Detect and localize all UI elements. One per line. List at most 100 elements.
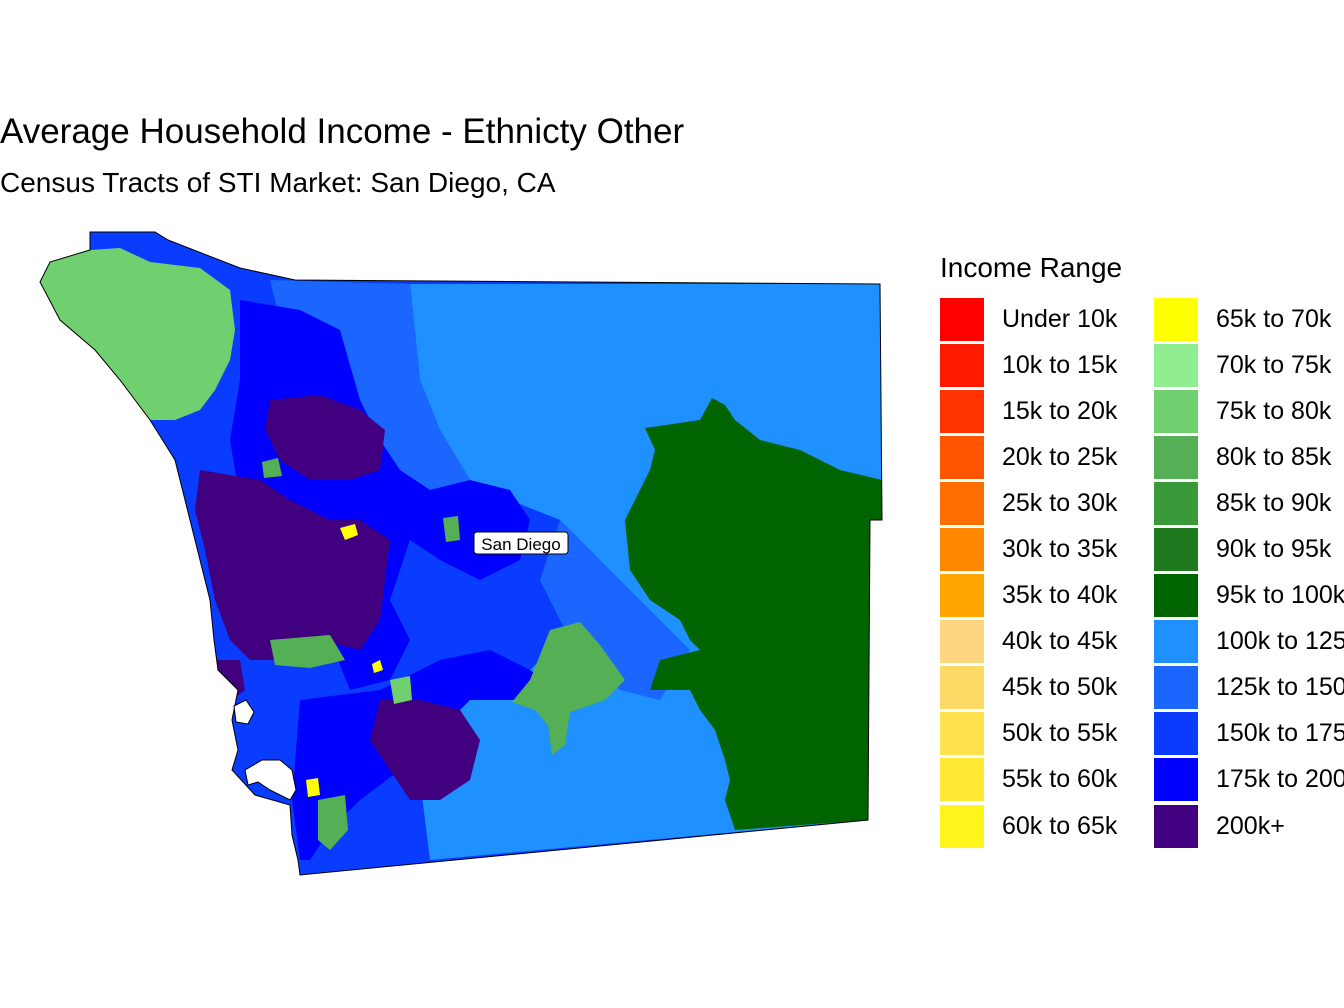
legend-swatch bbox=[1154, 758, 1198, 802]
legend: Income Range Under 10k 10k to 15k 15k to 2… bbox=[940, 252, 1344, 849]
legend-item: 65k to 70k bbox=[1154, 296, 1344, 342]
legend-item: 70k to 75k bbox=[1154, 342, 1344, 388]
legend-swatch bbox=[1154, 712, 1198, 756]
legend-columns: Under 10k 10k to 15k 15k to 20k 20k to 25k 2… bbox=[940, 296, 1344, 849]
legend-swatch bbox=[1154, 620, 1198, 664]
legend-swatch bbox=[940, 804, 984, 848]
legend-swatch bbox=[1154, 297, 1198, 341]
region-yellow-a bbox=[340, 524, 358, 540]
legend-swatch bbox=[1154, 528, 1198, 572]
legend-swatch bbox=[940, 435, 984, 479]
legend-label: 65k to 70k bbox=[1216, 304, 1332, 333]
city-label: San Diego bbox=[481, 535, 560, 554]
legend-item: Under 10k bbox=[940, 296, 1138, 342]
legend-label: Under 10k bbox=[1002, 304, 1118, 333]
legend-item: 50k to 55k bbox=[940, 711, 1138, 757]
region-camp-pendleton bbox=[40, 248, 235, 420]
region-purple-rsf bbox=[195, 470, 390, 660]
region-yellow-c bbox=[306, 778, 320, 797]
legend-label: 15k to 20k bbox=[1002, 396, 1118, 425]
legend-label: 95k to 100k bbox=[1216, 581, 1344, 610]
legend-label: 90k to 95k bbox=[1216, 535, 1332, 564]
legend-item: 100k to 125k bbox=[1154, 619, 1344, 665]
legend-item: 15k to 20k bbox=[940, 388, 1138, 434]
legend-item: 45k to 50k bbox=[940, 665, 1138, 711]
legend-label: 70k to 75k bbox=[1216, 350, 1332, 379]
legend-label: 45k to 50k bbox=[1002, 673, 1118, 702]
legend-item: 85k to 90k bbox=[1154, 480, 1344, 526]
region-east-dark-green bbox=[625, 398, 882, 830]
legend-label: 100k to 125k bbox=[1216, 627, 1344, 656]
legend-label: 150k to 175k bbox=[1216, 719, 1344, 748]
legend-swatch bbox=[940, 574, 984, 618]
legend-swatch bbox=[1154, 389, 1198, 433]
legend-swatch bbox=[1154, 666, 1198, 710]
legend-label: 10k to 15k bbox=[1002, 350, 1118, 379]
legend-label: 125k to 150k bbox=[1216, 673, 1344, 702]
legend-item: 25k to 30k bbox=[940, 480, 1138, 526]
legend-item: 20k to 25k bbox=[940, 434, 1138, 480]
legend-item: 95k to 100k bbox=[1154, 573, 1344, 619]
legend-label: 40k to 45k bbox=[1002, 627, 1118, 656]
legend-swatch bbox=[940, 620, 984, 664]
region-deep-blue-south bbox=[292, 650, 560, 860]
census-tract-map: San Diego bbox=[39, 231, 883, 876]
legend-label: 55k to 60k bbox=[1002, 765, 1118, 794]
legend-label: 200k+ bbox=[1216, 811, 1285, 840]
region-urban-green-a bbox=[318, 795, 348, 850]
chart-subtitle: Census Tracts of STI Market: San Diego, … bbox=[0, 167, 556, 198]
legend-swatch bbox=[940, 389, 984, 433]
region-green-alpine bbox=[512, 622, 625, 755]
region-purple-elcajon bbox=[370, 700, 480, 800]
region-yellow-b bbox=[372, 660, 383, 673]
legend-swatch bbox=[940, 758, 984, 802]
legend-label: 30k to 35k bbox=[1002, 535, 1118, 564]
legend-swatch bbox=[1154, 574, 1198, 618]
region-purple-ramona bbox=[265, 395, 385, 480]
legend-item: 55k to 60k bbox=[940, 757, 1138, 803]
legend-item: 75k to 80k bbox=[1154, 388, 1344, 434]
legend-item: 10k to 15k bbox=[940, 342, 1138, 388]
legend-item: 90k to 95k bbox=[1154, 526, 1344, 572]
legend-label: 75k to 80k bbox=[1216, 396, 1332, 425]
legend-swatch bbox=[1154, 343, 1198, 387]
legend-label: 35k to 40k bbox=[1002, 581, 1118, 610]
legend-swatch bbox=[1154, 804, 1198, 848]
legend-swatch bbox=[1154, 481, 1198, 525]
legend-label: 85k to 90k bbox=[1216, 488, 1332, 517]
legend-label: 60k to 65k bbox=[1002, 811, 1118, 840]
region-green-miramar bbox=[270, 635, 345, 668]
region-urban-green-c bbox=[262, 458, 282, 478]
legend-label: 20k to 25k bbox=[1002, 442, 1118, 471]
legend-column-2: 65k to 70k 70k to 75k 75k to 80k 80k to 85k… bbox=[1154, 296, 1344, 849]
county-outline bbox=[39, 231, 883, 876]
legend-swatch bbox=[940, 297, 984, 341]
legend-item: 125k to 150k bbox=[1154, 665, 1344, 711]
city-label-box bbox=[473, 531, 569, 555]
legend-item: 35k to 40k bbox=[940, 573, 1138, 619]
legend-swatch bbox=[940, 481, 984, 525]
legend-item: 30k to 35k bbox=[940, 526, 1138, 572]
legend-column-1: Under 10k 10k to 15k 15k to 20k 20k to 25k 2… bbox=[940, 296, 1138, 849]
bay-water bbox=[244, 759, 297, 801]
legend-label: 175k to 200k bbox=[1216, 765, 1344, 794]
chart-title: Average Household Income - Ethnicty Othe… bbox=[0, 112, 685, 151]
legend-swatch bbox=[940, 666, 984, 710]
legend-item: 175k to 200k bbox=[1154, 757, 1344, 803]
legend-title: Income Range bbox=[940, 252, 1123, 283]
legend-item: 80k to 85k bbox=[1154, 434, 1344, 480]
legend-label: 50k to 55k bbox=[1002, 719, 1118, 748]
legend-swatch bbox=[1154, 435, 1198, 479]
mission-bay-water bbox=[233, 699, 255, 725]
legend-swatch bbox=[940, 343, 984, 387]
legend-swatch bbox=[940, 712, 984, 756]
legend-label: 25k to 30k bbox=[1002, 488, 1118, 517]
legend-item: 200k+ bbox=[1154, 803, 1344, 849]
region-green-small bbox=[443, 516, 460, 542]
legend-label: 80k to 85k bbox=[1216, 442, 1332, 471]
legend-swatch bbox=[940, 528, 984, 572]
region-urban-green-b bbox=[390, 676, 412, 704]
legend-item: 60k to 65k bbox=[940, 803, 1138, 849]
legend-item: 40k to 45k bbox=[940, 619, 1138, 665]
legend-item: 150k to 175k bbox=[1154, 711, 1344, 757]
